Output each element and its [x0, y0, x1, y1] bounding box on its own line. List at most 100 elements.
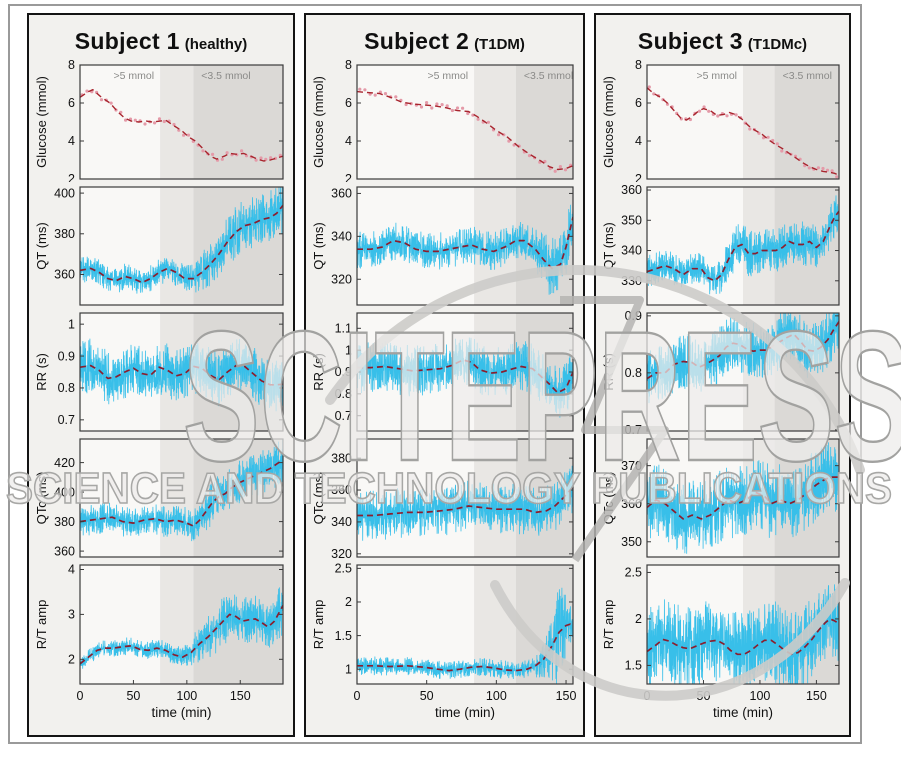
chart-row-glucose: 2 4 6 8 Glucose (mmol) >5 mmol <3.5 mmol: [311, 58, 578, 186]
y-tick-label: 4: [345, 134, 352, 148]
glucose-point: [775, 142, 779, 146]
trend-line: [357, 216, 573, 270]
x-tick-label: 150: [556, 689, 577, 703]
signal-trace: [80, 439, 283, 542]
glucose-point: [461, 106, 465, 110]
glucose-annotation-right: <3.5 mmol: [524, 70, 573, 82]
glucose-point: [445, 104, 449, 108]
y-tick-label: 4: [635, 134, 642, 148]
x-tick-label: 150: [806, 689, 827, 703]
chart-row-rr: 0.7 0.8 0.9 1 RR (s): [34, 308, 288, 434]
y-tick-label: 360: [331, 187, 352, 201]
chart-qtc: 360 380 400 420 QTc (ms): [34, 438, 284, 558]
chart-rt: 1.5 2 2.5 R/T amp 0 50 100 150 time (min): [601, 564, 840, 720]
glucose-annotation-left: >5 mmol: [428, 70, 469, 82]
y-axis-label: QTc (ms): [311, 472, 326, 525]
glucose-point: [716, 114, 720, 118]
y-tick-label: 2: [345, 172, 352, 182]
glucose-point: [394, 95, 398, 99]
y-axis-label: QTc (ms): [601, 472, 616, 525]
y-axis-label: Glucose (mmol): [311, 76, 326, 168]
glucose-point: [211, 152, 215, 156]
x-axis-label: time (min): [152, 705, 212, 720]
shade-band-light: [160, 187, 194, 305]
glucose-point: [244, 154, 249, 158]
glucose-point: [748, 127, 752, 131]
chart-rt: 1 1.5 2 2.5 R/T amp 0 50 100 150 time (min): [311, 562, 577, 720]
trend-line: [647, 87, 839, 176]
chart-glucose: 2 4 6 8 Glucose (mmol) >5 mmol <3.5 mmol: [311, 58, 574, 186]
glucose-annotation-left: >5 mmol: [114, 70, 155, 82]
shade-band-dark: [193, 65, 283, 179]
panel-title: Subject 2 (T1DM): [311, 15, 578, 60]
y-tick-label: 6: [345, 96, 352, 110]
glucose-point: [85, 89, 89, 93]
plot-border: [646, 64, 840, 180]
glucose-point: [830, 169, 834, 173]
trend-line: [357, 623, 573, 672]
y-tick-label: 8: [635, 60, 642, 72]
glucose-point: [558, 165, 562, 169]
chart-qtc: 320 340 360 380 QTc (ms): [311, 438, 574, 561]
glucose-point: [707, 109, 711, 113]
y-tick-label: 400: [54, 485, 75, 499]
glucose-point: [182, 133, 186, 137]
glucose-point: [157, 117, 162, 121]
glucose-point: [358, 87, 362, 91]
glucose-point: [476, 117, 480, 121]
subject-subtitle: (T1DM): [474, 36, 525, 53]
y-tick-label: 340: [331, 230, 352, 244]
glucose-point: [153, 121, 157, 125]
y-axis-label: RR (s): [34, 353, 49, 391]
chart-glucose: 2 4 6 8 Glucose (mmol) >5 mmol <3.5 mmol: [601, 58, 840, 186]
x-tick-label: 100: [750, 689, 771, 703]
y-tick-label: 3: [68, 608, 75, 622]
subject-title: Subject 2: [364, 28, 470, 54]
x-tick-label: 50: [126, 689, 140, 703]
chart-row-qt: 360 380 400 QT (ms): [34, 182, 288, 308]
trend-line: [357, 486, 573, 517]
chart-qt: 320 340 360 QT (ms): [311, 186, 574, 306]
glucose-point: [254, 158, 258, 162]
glucose-point: [383, 92, 388, 96]
chart-row-rr: 0.7 0.8 0.9 RR (s): [601, 308, 844, 437]
glucose-point: [665, 102, 670, 106]
x-axis-label: time (min): [435, 705, 495, 720]
subject-subtitle: (healthy): [184, 36, 248, 53]
chart-qtc: 350 360 370 QTc (ms): [601, 438, 840, 558]
chart-rr: 0.7 0.8 0.9 RR (s): [601, 309, 840, 437]
y-tick-label: 340: [331, 515, 352, 529]
chart-row-rt: 2 3 4 R/T amp 0 50 100 150 time (min): [34, 560, 288, 720]
chart-row-glucose: 2 4 6 8 Glucose (mmol) >5 mmol <3.5 mmol: [601, 58, 844, 186]
chart-rt: 2 3 4 R/T amp 0 50 100 150 time (min): [34, 563, 284, 720]
y-tick-label: 0.9: [58, 349, 75, 363]
y-tick-label: 1: [345, 343, 352, 357]
glucose-point: [225, 151, 229, 155]
glucose-point: [543, 159, 547, 164]
y-axis-label: QT (ms): [601, 222, 616, 269]
y-tick-label: 0.8: [335, 387, 352, 401]
y-tick-label: 360: [54, 544, 75, 558]
glucose-point: [835, 175, 839, 179]
shade-band-light: [160, 565, 194, 684]
y-tick-label: 420: [54, 456, 75, 470]
subject-title: Subject 1: [74, 28, 180, 54]
glucose-point: [816, 166, 820, 170]
y-tick-label: 8: [68, 60, 75, 72]
y-tick-label: 380: [54, 227, 75, 241]
glucose-point: [697, 109, 702, 113]
glucose-point: [373, 93, 377, 97]
glucose-point: [240, 149, 244, 153]
chart-row-rr: 0.7 0.8 0.9 1 1.1 RR (s): [311, 308, 578, 434]
y-tick-label: 320: [331, 272, 352, 286]
y-tick-label: 2: [68, 653, 75, 667]
glucose-point: [725, 114, 729, 118]
plot-border: [79, 186, 284, 306]
glucose-point: [409, 102, 413, 106]
x-tick-label: 0: [644, 689, 651, 703]
glucose-point: [450, 108, 454, 113]
glucose-point: [471, 113, 475, 117]
signal-trace: [80, 587, 283, 669]
signal-trace: [647, 442, 839, 554]
subject-title: Subject 3: [637, 28, 743, 54]
